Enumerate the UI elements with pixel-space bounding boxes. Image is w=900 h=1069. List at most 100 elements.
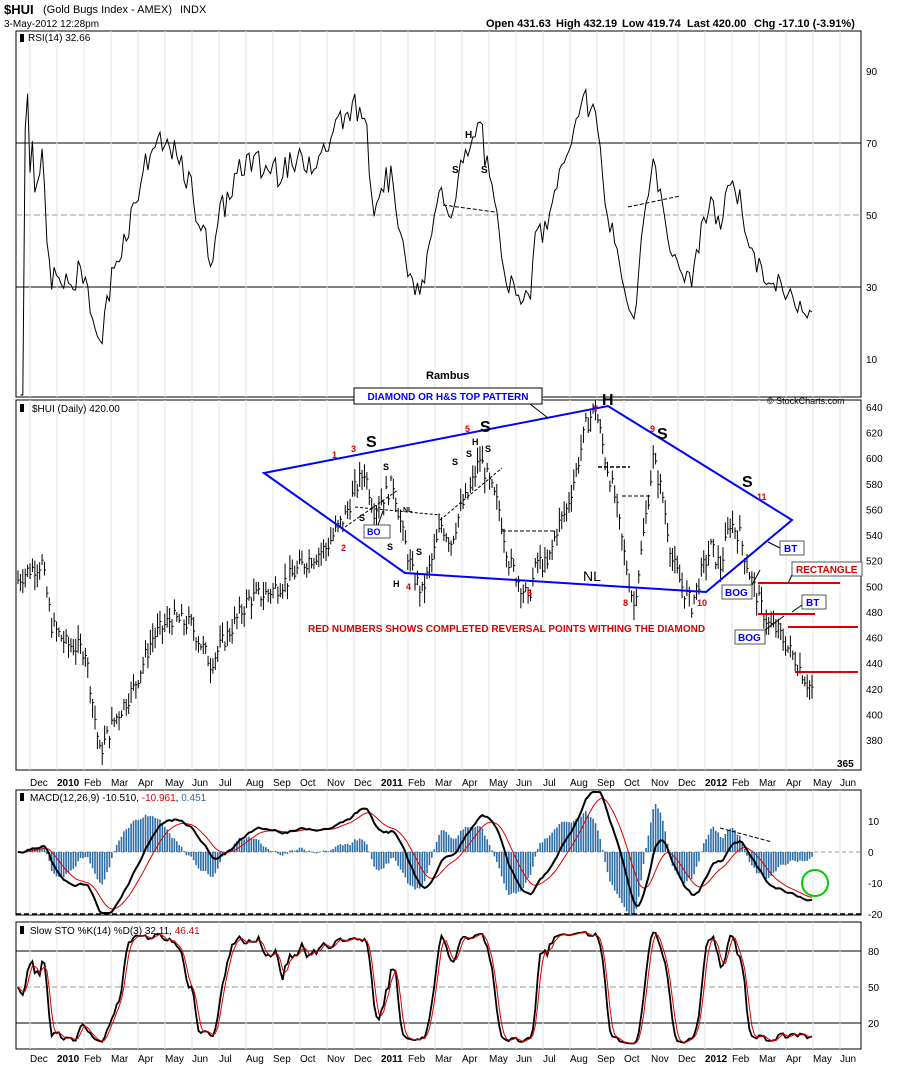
month-label: 2011 bbox=[381, 778, 403, 789]
price-low-label: 365 bbox=[837, 759, 854, 770]
watermark: © StockCharts.com bbox=[767, 396, 845, 406]
price-ytick: 640 bbox=[866, 403, 883, 414]
price-title: $HUI (Daily) 420.00 bbox=[32, 404, 120, 415]
month-label: Oct bbox=[624, 1054, 640, 1065]
reversal-point-4: 4 bbox=[406, 582, 411, 592]
month-label: Dec bbox=[30, 778, 48, 789]
price-legend: $HUI (Daily) 420.00 bbox=[20, 404, 120, 415]
month-label: Oct bbox=[624, 778, 640, 789]
reversal-point-6: 6 bbox=[527, 588, 532, 598]
month-label: May bbox=[165, 1054, 184, 1065]
macd-lines bbox=[17, 791, 813, 916]
month-label: Apr bbox=[138, 778, 154, 789]
month-label: Jul bbox=[543, 778, 556, 789]
month-label: Apr bbox=[138, 1054, 154, 1065]
macd-ytick: 0 bbox=[868, 848, 874, 859]
month-label: Mar bbox=[111, 778, 129, 789]
rsi-annotations: H S S bbox=[442, 130, 681, 213]
month-label: Feb bbox=[732, 778, 750, 789]
price-ytick: 460 bbox=[866, 634, 883, 645]
reversal-point-1: 1 bbox=[332, 450, 337, 460]
callout-bog-1: BOG bbox=[721, 569, 761, 600]
month-label: 2010 bbox=[57, 778, 80, 789]
month-label: Apr bbox=[462, 1054, 478, 1065]
month-label: Dec bbox=[354, 1054, 372, 1065]
label-small-s-1: S bbox=[383, 462, 389, 472]
reversal-point-11: 11 bbox=[757, 492, 767, 502]
pattern-labels: H S S S S NL H S S S S NL S S S H bbox=[344, 392, 753, 589]
month-label: Sep bbox=[597, 1054, 615, 1065]
price-ytick: 520 bbox=[866, 557, 883, 568]
month-label: Dec bbox=[354, 778, 372, 789]
month-label: Feb bbox=[408, 778, 426, 789]
chart-symbol: $HUI bbox=[4, 2, 34, 17]
callout-bt-2: BT bbox=[791, 594, 827, 613]
month-label: Apr bbox=[462, 778, 478, 789]
quote-last: Last 420.00 bbox=[687, 18, 746, 30]
callout-bt-1-text: BT bbox=[784, 544, 797, 555]
month-label: Aug bbox=[570, 1054, 588, 1065]
x-axis-labels: Dec Dec 2010 2010 Feb Feb Mar Mar Apr Apr May May Ju… bbox=[30, 778, 856, 1065]
macd-ytick: -20 bbox=[868, 910, 883, 921]
month-label: Feb bbox=[84, 1054, 102, 1065]
month-label: Sep bbox=[597, 778, 615, 789]
sto-d-line bbox=[17, 931, 813, 1044]
sto-legend-text: Slow STO %K(14) %D(3) 32.11, 46.41 bbox=[30, 926, 200, 937]
label-small-h-2: H bbox=[472, 437, 479, 447]
month-label: May bbox=[813, 778, 832, 789]
label-small-s-3: S bbox=[387, 542, 393, 552]
callout-bo: BO bbox=[363, 510, 391, 539]
chart-date: 3-May-2012 12:28pm bbox=[4, 19, 99, 30]
rsi-label-s-left: S bbox=[452, 165, 459, 176]
chart-grid bbox=[16, 31, 861, 1049]
callout-bog-2: BOG bbox=[734, 615, 785, 645]
label-small-h-1: H bbox=[393, 579, 400, 589]
price-ytick: 500 bbox=[866, 582, 883, 593]
month-label: Dec bbox=[678, 1054, 696, 1065]
month-label: Feb bbox=[732, 1054, 750, 1065]
reversal-point-8: 8 bbox=[623, 598, 628, 608]
rsi-label-h: H bbox=[465, 130, 472, 141]
sto-ytick: 80 bbox=[868, 947, 880, 958]
sto-legend: Slow STO %K(14) %D(3) 32.11, 46.41 bbox=[20, 926, 200, 937]
month-label: Nov bbox=[327, 778, 345, 789]
month-label: Apr bbox=[786, 1054, 802, 1065]
macd-signal bbox=[17, 797, 813, 910]
quote-high: High 432.19 bbox=[556, 18, 617, 30]
pattern-title-box: DIAMOND OR H&S TOP PATTERN bbox=[353, 387, 549, 419]
price-ytick: 560 bbox=[866, 505, 883, 516]
month-label: Jun bbox=[516, 1054, 532, 1065]
chart-exchange: INDX bbox=[180, 4, 207, 16]
month-label: Dec bbox=[30, 1054, 48, 1065]
price-ytick: 480 bbox=[866, 608, 883, 619]
price-ytick: 400 bbox=[866, 710, 883, 721]
rsi-ytick: 50 bbox=[866, 211, 878, 222]
macd-line bbox=[17, 791, 813, 914]
month-label: Nov bbox=[651, 1054, 669, 1065]
month-label: Jun bbox=[192, 1054, 208, 1065]
price-ytick: 600 bbox=[866, 454, 883, 465]
rsi-ytick: 90 bbox=[866, 67, 878, 78]
macd-circle bbox=[801, 869, 829, 897]
macd-legend-text: MACD(12,26,9) -10.510, -10.961, 0.451 bbox=[30, 793, 207, 804]
month-label: Jul bbox=[543, 1054, 556, 1065]
rsi-title: RSI(14) 32.66 bbox=[28, 33, 91, 44]
callout-bt-2-text: BT bbox=[806, 598, 819, 609]
label-neckline: NL bbox=[583, 568, 601, 584]
reversal-point-10: 10 bbox=[697, 598, 707, 608]
month-label: Nov bbox=[651, 778, 669, 789]
month-label: Jul bbox=[219, 778, 232, 789]
month-label: May bbox=[813, 1054, 832, 1065]
macd-series-3: 0.451 bbox=[181, 793, 206, 804]
reversal-point-9: 9 bbox=[650, 424, 655, 434]
month-label: Jun bbox=[840, 778, 856, 789]
macd-series-1: -10.510 bbox=[102, 793, 136, 804]
callout-rectangle: RECTANGLE bbox=[787, 561, 863, 584]
y-axis-ticks: 1030507090380400420440460480500520540560… bbox=[866, 67, 883, 1030]
rsi-label-s-right: S bbox=[481, 165, 488, 176]
label-shoulder-1: S bbox=[366, 434, 377, 451]
month-label: Mar bbox=[435, 778, 453, 789]
rsi-ytick: 10 bbox=[866, 355, 878, 366]
callout-bog-1-text: BOG bbox=[725, 588, 748, 599]
